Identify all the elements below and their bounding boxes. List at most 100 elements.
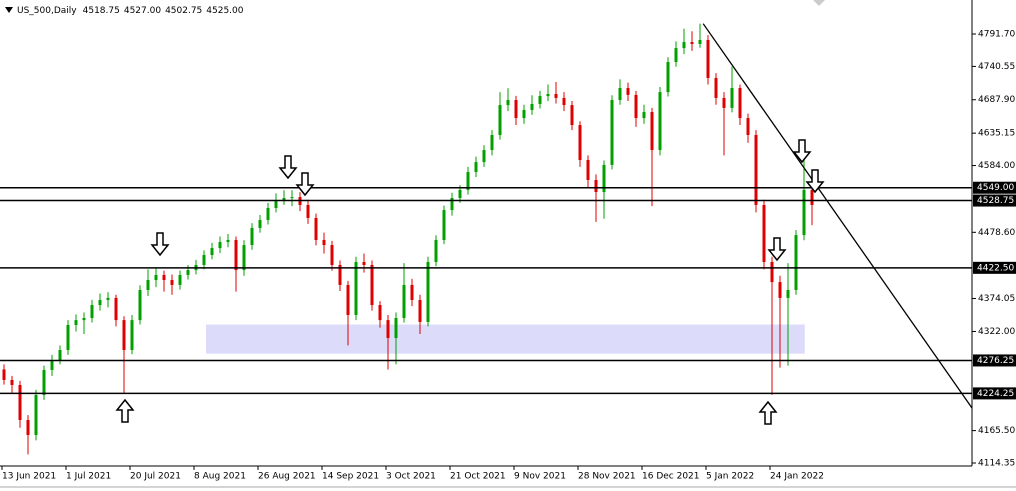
- x-tick-label: 24 Jan 2022: [770, 472, 824, 482]
- candle-body: [426, 261, 430, 322]
- candle-body: [666, 62, 670, 93]
- candle-body: [290, 197, 294, 199]
- candle-body: [618, 87, 622, 101]
- candle-body: [50, 359, 54, 370]
- x-tick-label: 9 Nov 2021: [514, 472, 566, 482]
- candle-body: [226, 239, 230, 243]
- candle-body: [146, 280, 150, 290]
- candle-body: [722, 97, 726, 108]
- candle-body: [274, 200, 278, 208]
- candle-body: [98, 299, 102, 306]
- candle-body: [130, 320, 134, 351]
- level-label: 4528.75: [977, 196, 1014, 206]
- candle-body: [258, 220, 262, 228]
- candle-body: [770, 261, 774, 283]
- candle-body: [402, 284, 406, 319]
- x-tick-label: 3 Oct 2021: [386, 472, 436, 482]
- candle-body: [506, 100, 510, 106]
- open-value: 4518.75: [83, 6, 120, 16]
- candle-body: [706, 39, 710, 78]
- arrow-down: [278, 155, 298, 180]
- candle-body: [794, 235, 798, 290]
- arrow-down: [295, 172, 315, 197]
- y-tick-label: 4478.60: [978, 228, 1015, 238]
- y-tick-label: 4687.90: [978, 95, 1015, 105]
- candle-body: [762, 204, 766, 262]
- menu-triangle[interactable]: [5, 7, 13, 13]
- zone: [206, 324, 805, 354]
- candle-body: [474, 162, 478, 173]
- candle-body: [602, 164, 606, 192]
- x-tick-label: 1 Jul 2021: [66, 472, 111, 482]
- candle-body: [314, 217, 318, 240]
- candle-body: [458, 189, 462, 199]
- candle-body: [74, 320, 78, 325]
- candle-body: [778, 282, 782, 298]
- level-label: 4224.25: [977, 389, 1014, 399]
- candle-body: [754, 134, 758, 205]
- candle-body: [450, 198, 454, 211]
- candle-body: [42, 369, 46, 395]
- candle-body: [682, 42, 686, 49]
- candle-body: [434, 239, 438, 262]
- candle-body: [106, 297, 110, 300]
- candle-body: [266, 207, 270, 221]
- level-label-bg: [973, 354, 1016, 367]
- candle-body: [658, 92, 662, 151]
- x-tick-label: 14 Sep 2021: [322, 472, 379, 482]
- candle-body: [330, 245, 334, 265]
- arrow-up: [758, 400, 778, 425]
- candle-body: [442, 210, 446, 240]
- candle-body: [730, 87, 734, 108]
- candle-body: [362, 261, 366, 265]
- arrow-down: [792, 139, 812, 164]
- candle-body: [490, 134, 494, 151]
- arrow-up: [115, 398, 135, 423]
- y-tick-label: 4114.35: [978, 458, 1015, 468]
- candle-body: [210, 248, 214, 256]
- y-tick-label: 4740.55: [978, 62, 1015, 72]
- y-tick-label: 4374.05: [978, 294, 1015, 304]
- candle-body: [522, 109, 526, 119]
- candle-body: [802, 189, 806, 236]
- candle-body: [554, 93, 558, 98]
- level-label-bg: [973, 194, 1016, 207]
- arrow-down: [767, 237, 787, 262]
- y-tick-label: 4635.15: [978, 129, 1015, 139]
- x-tick-label: 26 Aug 2021: [258, 472, 316, 482]
- candle-body: [690, 42, 694, 44]
- y-tick-label: 4584.00: [978, 161, 1015, 171]
- candle-body: [786, 289, 790, 298]
- candle-body: [562, 97, 566, 106]
- y-tick-label: 4322.00: [978, 327, 1015, 337]
- candle-body: [578, 125, 582, 161]
- y-tick-label: 4791.70: [978, 30, 1015, 40]
- candle-body: [610, 100, 614, 165]
- arrow-down: [805, 169, 825, 194]
- candle-body: [250, 227, 254, 246]
- x-tick-label: 28 Nov 2021: [578, 472, 636, 482]
- candle-body: [58, 350, 62, 360]
- x-tick-label: 13 Jun 2021: [2, 472, 56, 482]
- candle-body: [154, 274, 158, 281]
- candle-body: [2, 369, 6, 380]
- candle-body: [698, 39, 702, 44]
- candle-body: [410, 284, 414, 300]
- x-tick-label: 21 Oct 2021: [450, 472, 506, 482]
- candle-body: [122, 320, 126, 351]
- chart-header: US_500,Daily 4518.75 4527.00 4502.75 4525.00: [17, 6, 244, 16]
- candle-body: [650, 112, 654, 151]
- level-label: 4549.00: [977, 183, 1014, 193]
- candle-body: [466, 172, 470, 190]
- candle-body: [322, 239, 326, 246]
- candle-body: [34, 394, 38, 436]
- candle-body: [642, 112, 646, 119]
- arrow-down: [150, 232, 170, 257]
- candle-body: [354, 261, 358, 316]
- x-tick-label: 8 Aug 2021: [194, 472, 246, 482]
- y-tick-label: 4165.50: [978, 426, 1015, 436]
- candle-body: [10, 379, 14, 385]
- low-value: 4502.75: [165, 6, 202, 16]
